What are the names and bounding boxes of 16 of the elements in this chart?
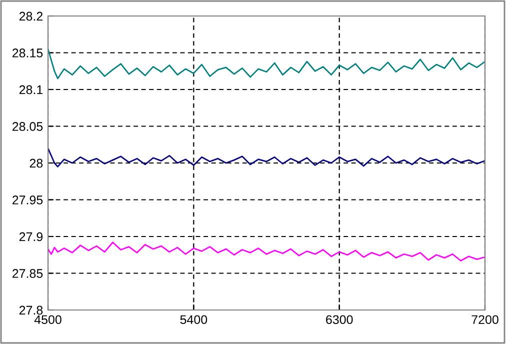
- x-tick-label: 7200: [472, 315, 498, 324]
- y-tick-label: 27.9: [19, 232, 43, 242]
- y-tick-label: 28.1: [19, 85, 43, 94]
- y-tick-label: 27.95: [12, 196, 43, 204]
- y-tick-label: 27.8: [19, 306, 43, 315]
- line-series: [48, 148, 485, 168]
- line-series: [48, 48, 485, 80]
- y-tick-label: 28.2: [19, 12, 43, 21]
- y-tick-label: 27.85: [12, 269, 43, 278]
- x-tick-label: 4500: [34, 315, 62, 324]
- y-tick-label: 28.15: [12, 48, 43, 58]
- line-series: [48, 242, 485, 262]
- y-tick-label: 28: [30, 158, 43, 168]
- y-tick-label: 28.05: [12, 122, 43, 131]
- x-tick-label: 6300: [326, 315, 353, 324]
- x-tick-label: 5400: [180, 315, 208, 324]
